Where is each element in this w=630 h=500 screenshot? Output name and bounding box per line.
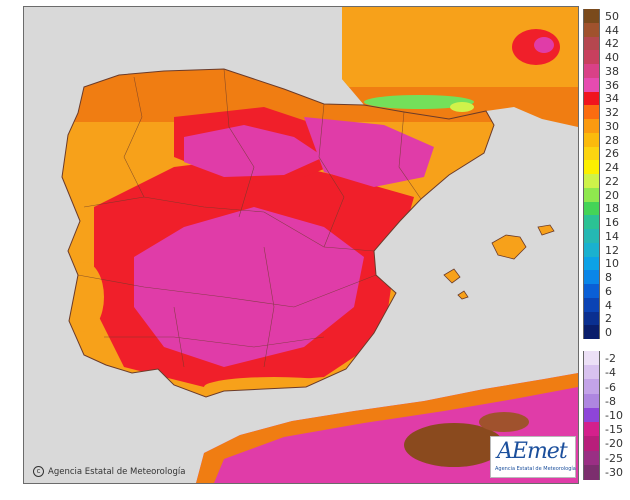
legend-label: -2 <box>605 352 616 366</box>
france-region <box>342 7 578 127</box>
legend-label: 4 <box>605 298 612 312</box>
iberia-region <box>62 69 494 397</box>
legend-label: 26 <box>605 147 619 161</box>
legend-label: 12 <box>605 243 619 257</box>
legend-swatch <box>583 284 600 298</box>
legend-label: 10 <box>605 257 619 271</box>
legend-label: 14 <box>605 229 619 243</box>
legend-swatch <box>583 325 600 340</box>
legend-swatch <box>583 215 600 230</box>
legend-swatch <box>583 187 600 202</box>
legend-swatch <box>583 132 600 147</box>
legend-swatch <box>583 450 600 466</box>
legend-swatch <box>583 201 600 216</box>
legend-label: 18 <box>605 202 619 216</box>
legend-swatch <box>583 36 600 51</box>
province-borders <box>77 68 422 368</box>
legend-swatch <box>583 50 600 65</box>
legend-swatch <box>583 22 600 37</box>
legend-swatch <box>583 174 600 188</box>
legend-label: 24 <box>605 161 619 175</box>
legend-label: -4 <box>605 366 616 380</box>
legend-swatch <box>583 311 600 326</box>
legend-swatch <box>583 393 600 409</box>
legend-label: 34 <box>605 92 619 106</box>
legend-swatch <box>583 64 600 78</box>
legend-label: 40 <box>605 51 619 65</box>
legend-swatch <box>583 242 600 257</box>
legend-label: -25 <box>605 451 623 465</box>
legend-label: -15 <box>605 423 623 437</box>
legend-swatch <box>583 229 600 243</box>
legend-swatch <box>583 9 600 23</box>
legend-label: 28 <box>605 133 619 147</box>
temperature-map[interactable] <box>23 6 579 484</box>
legend-swatch <box>583 379 600 395</box>
legend-label: -8 <box>605 394 616 408</box>
legend-label: 32 <box>605 106 619 120</box>
legend-swatch <box>583 256 600 271</box>
copyright-text: Agencia Estatal de Meteorología <box>48 467 186 477</box>
legend-label: 2 <box>605 312 612 326</box>
legend-label: -6 <box>605 380 616 394</box>
legend-label: 6 <box>605 284 612 298</box>
legend-label: 44 <box>605 23 619 37</box>
balearic-islands <box>443 224 555 300</box>
logo-word: AEmet <box>497 439 568 464</box>
legend-swatch <box>583 270 600 285</box>
legend-swatch <box>583 365 600 381</box>
legend-label: 30 <box>605 119 619 133</box>
legend-label: 42 <box>605 37 619 51</box>
legend-label: 50 <box>605 9 619 23</box>
legend-swatch <box>583 464 600 480</box>
legend-swatch <box>583 91 600 106</box>
aemet-logo: AEmet Agencia Estatal de Meteorología <box>490 436 576 478</box>
legend-label: 36 <box>605 78 619 92</box>
legend-swatch <box>583 160 600 175</box>
legend-label: 20 <box>605 188 619 202</box>
legend-swatch <box>583 146 600 161</box>
legend-label: -20 <box>605 437 623 451</box>
legend-swatch <box>583 351 600 366</box>
logo-subtitle: Agencia Estatal de Meteorología <box>495 466 576 472</box>
legend-swatch <box>583 77 600 92</box>
legend-label: -10 <box>605 409 623 422</box>
legend-label: -30 <box>605 465 623 479</box>
legend-swatch <box>583 422 600 438</box>
legend-label: 0 <box>605 326 612 340</box>
legend-swatch <box>583 407 600 423</box>
legend-swatch <box>583 297 600 312</box>
temperature-legend: 50 44 42 40 38 36 34 32 30 28 26 24 22 20 18 16 14 12 10 8 6… <box>583 9 630 485</box>
legend-swatch <box>583 119 600 133</box>
legend-label: 38 <box>605 64 619 78</box>
legend-swatch <box>583 105 600 120</box>
legend-label: 16 <box>605 216 619 230</box>
map-canvas <box>61 7 578 483</box>
legend-swatch <box>583 436 600 452</box>
legend-label: 22 <box>605 174 619 188</box>
copyright-icon: c <box>33 466 44 477</box>
copyright-notice: c Agencia Estatal de Meteorología <box>33 466 185 477</box>
legend-label: 8 <box>605 271 612 285</box>
